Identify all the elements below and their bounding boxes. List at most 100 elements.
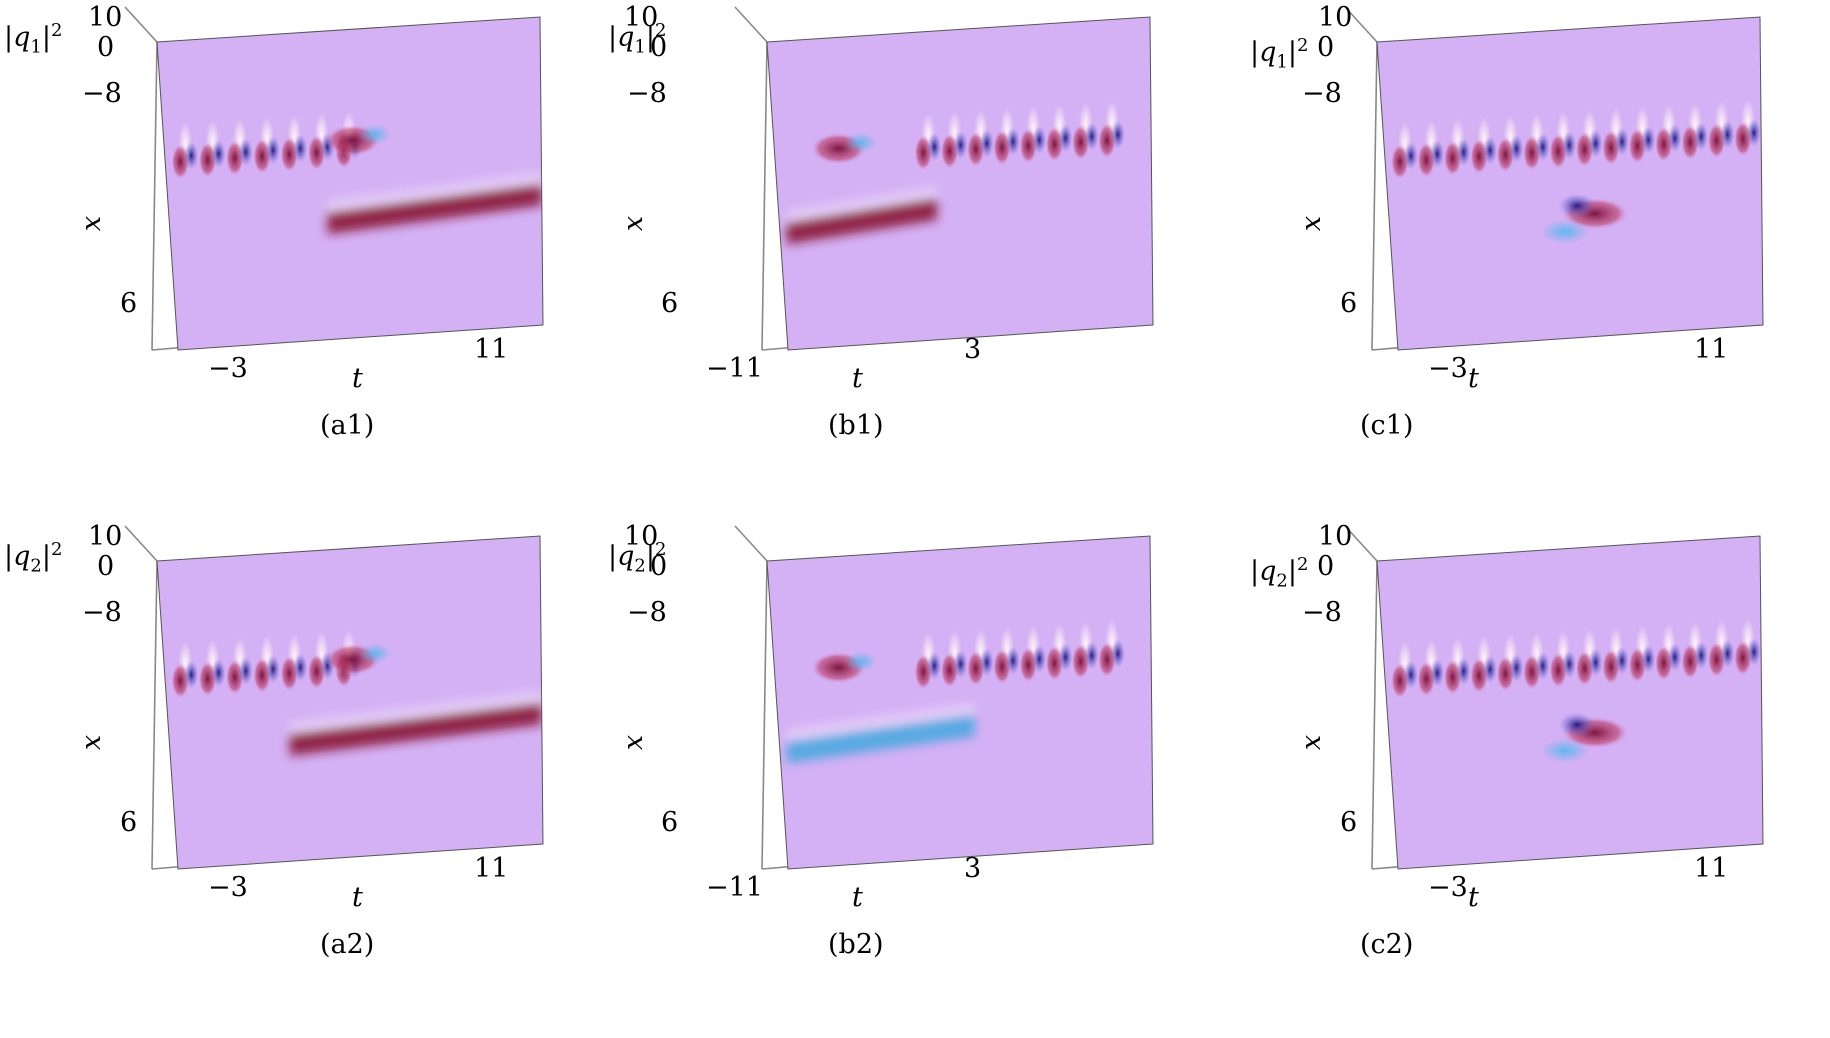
surface-base [1376,16,1764,351]
surface-base [1376,535,1764,870]
surface-base [156,16,544,351]
z-label-sub: 1 [30,36,42,58]
breather-trough [979,129,994,158]
z-label-symbol: q [617,541,635,572]
breather-trough [1694,122,1709,151]
breather-trough [238,138,253,167]
breather-trough [1084,122,1099,151]
z-label-sub: 2 [30,555,42,577]
panel-caption: (b1) [828,410,884,441]
soliton-band [327,171,542,235]
rogue-wave-trough [1559,712,1596,737]
breather-trough [1403,660,1418,689]
t-axis-label: t [352,882,363,913]
breather-trough [1058,643,1073,672]
breather-trough [1694,641,1709,670]
breather-trough [1110,639,1125,668]
z-label-sup: 2 [1296,35,1309,56]
z-tick-label: 10 [624,521,659,552]
t-tick-label: 11 [1694,853,1729,884]
breather-trough [1720,639,1735,668]
surface-base [156,535,544,870]
breather-trough [1746,118,1761,147]
z-tick-label: 10 [88,2,123,33]
z-label-sup: 2 [1296,554,1309,575]
breather-trough [1667,124,1682,153]
surface-plot-c2 [1344,525,1764,870]
breather-trough [1588,129,1603,158]
chart-panel-a1: |q1|2 10 0 −8 6 x −3 11 t (a1) [0,0,610,519]
panel-caption: (a1) [320,410,375,441]
t-tick-label: 3 [964,853,982,884]
breather-trough [1641,125,1656,154]
t-tick-label: −3 [208,353,248,384]
breather-trough [211,658,226,687]
z-label-sup: 2 [50,20,63,41]
t-tick-label: 11 [1694,334,1729,365]
peak-shadow [358,643,391,664]
breather-trough [1403,141,1418,170]
z-label-sup: 2 [654,20,667,41]
peak-shadow [844,651,877,672]
surface-base [766,535,1154,870]
panel-caption: (b2) [828,929,884,960]
t-axis-label: t [852,882,863,913]
z-tick-label: 10 [88,521,123,552]
t-tick-label: −3 [208,872,248,903]
breather-trough [1746,637,1761,666]
z-label-sub: 2 [1276,570,1288,592]
x-tick-label: 6 [120,807,138,838]
breather-trough [1509,653,1524,682]
z-label-symbol: q [13,22,31,53]
breather-trough [211,139,226,168]
chart-panel-c2: |q2|2 10 0 −8 6 x −3 11 t (c2) [1220,519,1830,1038]
breather-trough [1588,648,1603,677]
z-axis-label: |q2|2 [4,539,63,577]
t-tick-label: 11 [474,853,509,884]
panel-caption: (c1) [1360,410,1414,441]
z-tick-label: 0 [1317,32,1335,63]
z-axis-label: |q1|2 [4,20,63,58]
z-tick-label: 0 [97,551,115,582]
z-tick-label: 0 [650,32,668,63]
z-axis-label: |q1|2 [1250,35,1309,73]
z-label-symbol: q [617,22,635,53]
z-axis-label: |q2|2 [608,539,667,577]
rogue-wave-trough [1559,193,1596,218]
z-label-sup: 2 [50,539,63,560]
z-axis-label: |q2|2 [1250,554,1309,592]
surface-plot-a1 [124,6,544,351]
breather-trough [1430,658,1445,687]
breather-trough [1483,655,1498,684]
z-tick-label: 10 [1318,521,1353,552]
t-tick-label: −11 [706,353,763,384]
chart-panel-c1: |q1|2 10 0 −8 6 x −3 11 t (c1) [1220,0,1830,519]
x-tick-label: −8 [1302,597,1342,628]
z-label-sub: 1 [634,36,646,58]
t-axis-label: t [352,363,363,394]
breather-trough [184,660,199,689]
surface-plot-a2 [124,525,544,870]
t-axis-label: t [1468,882,1479,913]
z-label-sub: 1 [1276,51,1288,73]
breather-trough [1720,120,1735,149]
breather-trough [927,132,942,161]
z-label-symbol: q [1259,37,1277,68]
breather-trough [1456,657,1471,686]
x-tick-label: −8 [82,78,122,109]
breather-trough [1058,124,1073,153]
x-axis-label: x [1296,734,1328,751]
x-tick-label: −8 [82,597,122,628]
breather-trough [1641,644,1656,673]
breather-trough [1535,651,1550,680]
breather-trough [1509,134,1524,163]
breather-trough [1006,646,1021,675]
breather-trough [927,651,942,680]
breather-trough [1006,127,1021,156]
peak-shadow [358,124,391,145]
breather-trough [1430,139,1445,168]
breather-trough [953,650,968,679]
breather-trough [238,657,253,686]
z-label-sup: 2 [654,539,667,560]
surface-base [766,16,1154,351]
